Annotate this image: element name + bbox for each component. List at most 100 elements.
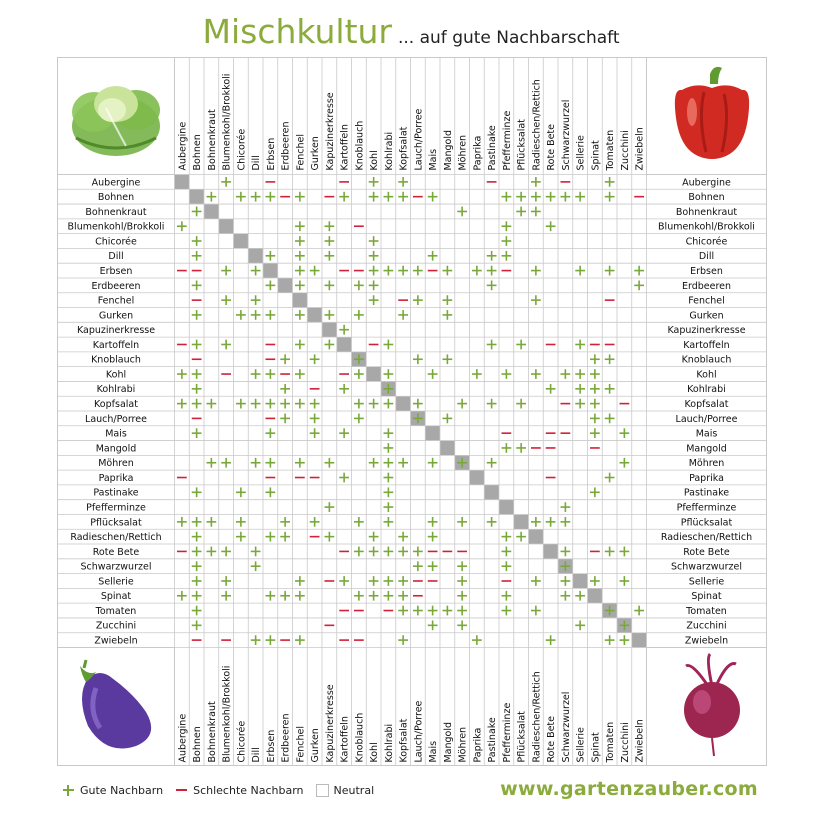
col-label-top: Schwarzwurzel <box>561 100 572 171</box>
diagonal-cell <box>322 322 337 338</box>
good-mark <box>604 635 615 645</box>
good-mark <box>265 280 276 291</box>
row-label-right: Kapuzinerkresse <box>667 325 745 336</box>
website-link[interactable]: www.gartenzauber.com <box>500 778 758 800</box>
good-mark <box>191 339 202 350</box>
good-mark <box>560 561 571 572</box>
chart-labels: Aubergine Aubergine Bohnen Bohnen Bohnenkrau… <box>68 74 755 764</box>
good-mark <box>236 487 246 498</box>
good-mark <box>604 472 615 483</box>
good-mark <box>250 369 261 379</box>
good-mark <box>575 265 585 276</box>
row-label-right: Tomaten <box>685 606 727 617</box>
good-mark <box>324 280 335 291</box>
col-label-top: Erbsen <box>266 138 277 171</box>
good-mark <box>619 546 630 557</box>
good-mark <box>368 265 379 276</box>
good-mark <box>545 516 556 527</box>
good-mark <box>383 443 394 453</box>
good-mark <box>413 354 423 365</box>
good-mark <box>339 383 349 394</box>
good-mark <box>221 546 231 557</box>
good-mark <box>265 590 276 601</box>
row-label-right: Blumenkohl/Brokkoli <box>658 222 755 233</box>
col-label-top: Kartoffeln <box>340 124 351 170</box>
good-mark <box>398 177 408 187</box>
good-mark <box>427 516 438 527</box>
good-mark <box>383 265 394 276</box>
good-mark <box>280 354 290 365</box>
col-label-bottom: Pastinake <box>487 717 498 762</box>
col-label-top: Zucchini <box>620 130 631 170</box>
good-mark <box>619 428 630 439</box>
col-label-bottom: Dill <box>251 747 262 762</box>
chart-marks <box>177 177 644 645</box>
good-mark <box>250 635 261 645</box>
good-mark <box>324 310 335 320</box>
legend-bad: Schlechte Nachbarn <box>175 784 304 797</box>
row-label-left: Zucchini <box>96 621 136 632</box>
legend-neutral: Neutral <box>315 784 374 797</box>
good-mark <box>383 502 394 512</box>
good-mark <box>221 265 231 276</box>
diagonal-cell <box>395 396 411 411</box>
diagonal-cell <box>425 425 440 441</box>
row-label-left: Kohl <box>106 369 126 380</box>
good-mark <box>295 457 305 468</box>
col-label-bottom: Lauch/Porree <box>413 700 424 762</box>
good-mark <box>398 605 408 616</box>
good-mark <box>191 398 202 409</box>
plus-icon <box>62 784 75 797</box>
good-mark <box>619 457 630 468</box>
good-mark <box>427 561 438 572</box>
good-mark <box>265 635 276 645</box>
good-mark <box>383 383 394 394</box>
good-mark <box>501 531 512 542</box>
row-label-left: Mais <box>105 429 127 440</box>
good-mark <box>531 295 541 306</box>
good-mark <box>295 590 305 601</box>
row-label-left: Gurken <box>99 310 133 321</box>
good-mark <box>265 369 276 379</box>
good-mark <box>324 221 335 232</box>
col-label-top: Mais <box>428 149 439 171</box>
good-mark <box>413 561 423 572</box>
good-mark <box>191 383 202 394</box>
diagonal-cell <box>366 366 381 382</box>
good-mark <box>501 191 512 202</box>
col-label-top: Radieschen/Rettich <box>531 79 542 170</box>
row-label-left: Pfefferminze <box>86 502 146 513</box>
row-label-right: Dill <box>699 251 714 262</box>
good-mark <box>236 516 246 527</box>
good-mark <box>590 576 600 586</box>
row-label-left: Dill <box>108 251 123 262</box>
good-mark <box>206 516 217 527</box>
good-mark <box>590 487 600 498</box>
good-mark <box>368 250 379 261</box>
row-label-left: Knoblauch <box>91 355 141 366</box>
good-mark <box>280 516 290 527</box>
row-label-left: Chicorée <box>95 236 137 247</box>
legend-good: Gute Nachbarn <box>62 784 163 797</box>
row-label-right: Spinat <box>691 591 722 602</box>
good-mark <box>383 191 394 202</box>
row-label-left: Zwiebeln <box>94 636 137 647</box>
good-mark <box>501 443 512 453</box>
row-label-left: Pastinake <box>93 488 138 499</box>
good-mark <box>295 369 305 379</box>
good-mark <box>501 369 512 379</box>
good-mark <box>501 250 512 261</box>
good-mark <box>545 191 556 202</box>
good-mark <box>383 339 394 350</box>
good-mark <box>560 516 571 527</box>
col-label-bottom: Radieschen/Rettich <box>531 671 542 762</box>
row-label-right: Paprika <box>689 473 724 484</box>
good-mark <box>427 369 438 379</box>
good-mark <box>339 324 349 335</box>
good-mark <box>368 457 379 468</box>
col-label-bottom: Spinat <box>590 732 601 763</box>
row-label-left: Kartoffeln <box>93 340 139 351</box>
col-label-top: Gurken <box>310 136 321 170</box>
empty-box-icon <box>315 784 329 797</box>
good-mark <box>501 546 512 557</box>
